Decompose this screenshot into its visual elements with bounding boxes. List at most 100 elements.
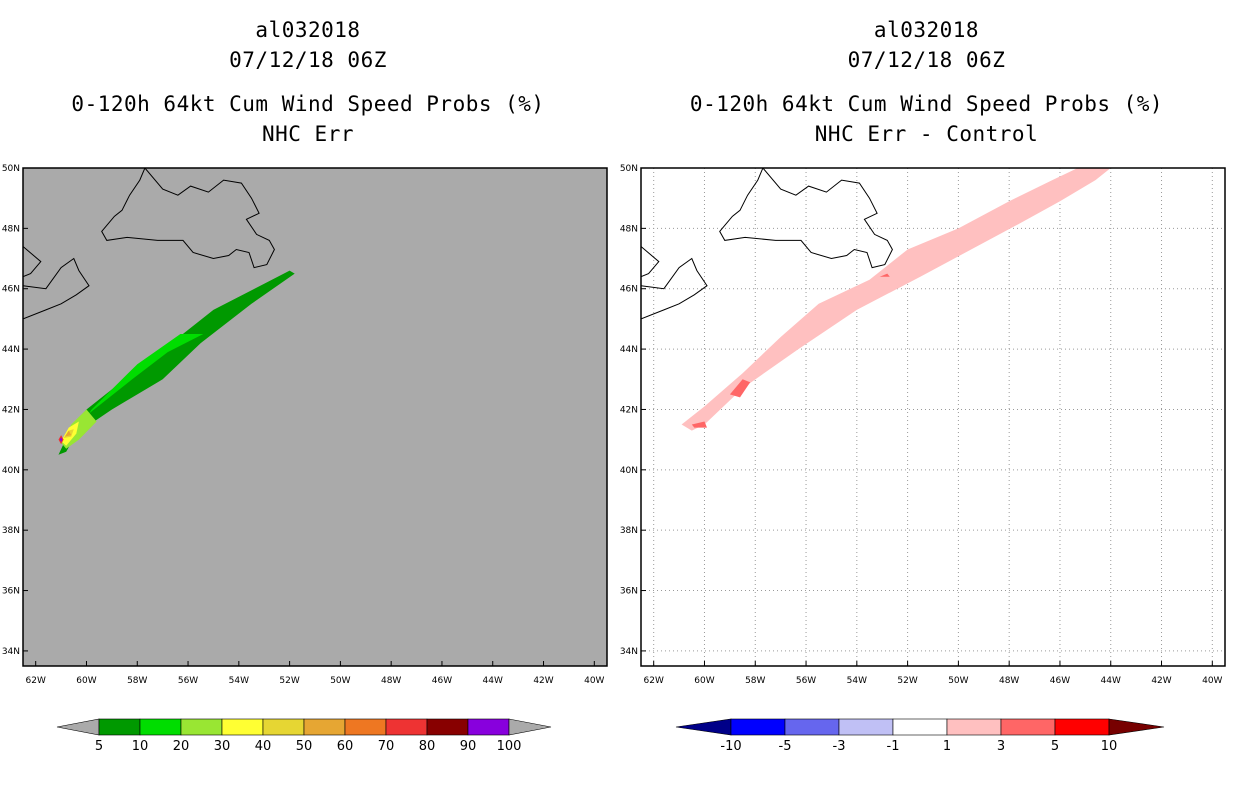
colorbar-segment: [1054, 718, 1110, 736]
y-tick-label: 36N: [2, 587, 20, 597]
right-colorbar: -10 -5 -3 -1 1 3 5 10: [675, 718, 1165, 754]
left-colorbar: 5 10 20 30 40 50 60 70 80 90 100: [56, 718, 552, 754]
colorbar-label: 40: [255, 739, 272, 754]
right-chart-title: 0-120h 64kt Cum Wind Speed Probs (%): [689, 92, 1164, 116]
y-tick-label: 42N: [2, 405, 20, 415]
x-tick-label: 52W: [279, 676, 299, 686]
colorbar-segment: [385, 718, 428, 736]
y-tick-label: 50N: [620, 164, 638, 174]
colorbar-segment: [730, 718, 786, 736]
x-tick-label: 42W: [533, 676, 553, 686]
right-map-panel: 62W 60W 58W 56W 54W 52W 50W 48W 46W 44W 42W 40W 34N 3…: [620, 164, 1226, 686]
contour-region-1: [681, 168, 1111, 431]
y-tick-label: 38N: [620, 526, 638, 536]
colorbar-label: 90: [460, 739, 477, 754]
x-tick-label: 60W: [76, 676, 96, 686]
colorbar-segment: [1000, 718, 1056, 736]
colorbar-segment: [98, 718, 141, 736]
right-storm-id: al032018: [873, 18, 980, 42]
colorbar-label: 3: [997, 739, 1005, 754]
right-chart-subtitle: NHC Err - Control: [814, 122, 1039, 146]
y-tick-label: 38N: [2, 526, 20, 536]
right-date: 07/12/18 06Z: [847, 48, 1006, 72]
colorbar-label: 5: [95, 739, 103, 754]
colorbar-label: 10: [132, 739, 149, 754]
x-tick-label: 56W: [178, 676, 198, 686]
y-tick-label: 34N: [620, 647, 638, 657]
colorbar-label: 10: [1101, 739, 1118, 754]
x-tick-label: 44W: [1101, 676, 1121, 686]
x-tick-label: 46W: [432, 676, 452, 686]
x-tick-label: 40W: [584, 676, 604, 686]
x-tick-label: 58W: [745, 676, 765, 686]
coastline: [719, 168, 893, 269]
colorbar-label: 60: [337, 739, 354, 754]
x-tick-label: 50W: [330, 676, 350, 686]
colorbar-label: -5: [779, 739, 792, 754]
y-tick-label: 46N: [620, 285, 638, 295]
colorbar-label: -10: [720, 739, 741, 754]
colorbar-segment: [303, 718, 346, 736]
left-chart-title: 0-120h 64kt Cum Wind Speed Probs (%): [71, 92, 545, 116]
contour-region-5: [58, 270, 295, 455]
colorbar-segment: [180, 718, 223, 736]
colorbar-segment: [467, 718, 510, 736]
colorbar-segment: [946, 718, 1002, 736]
left-map-panel: 62W 60W 58W 56W 54W 52W 50W 48W 46W 44W 42W 40W 34N 3…: [2, 164, 608, 686]
x-tick-label: 62W: [644, 676, 664, 686]
x-tick-label: 56W: [796, 676, 816, 686]
x-tick-label: 54W: [847, 676, 867, 686]
contour-region-3: [729, 379, 751, 398]
y-tick-label: 40N: [2, 466, 20, 476]
y-tick-label: 44N: [620, 345, 638, 355]
right-title-block: al032018 07/12/18 06Z 0-120h 64kt Cum Wi…: [641, 15, 1212, 149]
colorbar-right-arrow: [1108, 718, 1165, 736]
coastline: [641, 257, 708, 320]
x-tick-label: 44W: [483, 676, 503, 686]
coastline: [101, 168, 275, 269]
map-content: [23, 168, 295, 455]
map-frame: [22, 167, 608, 667]
left-chart-subtitle: NHC Err: [261, 122, 354, 146]
x-tick-label: 48W: [381, 676, 401, 686]
y-tick-label: 36N: [620, 587, 638, 597]
colorbar-segment: [139, 718, 182, 736]
colorbar-label: 1: [943, 739, 951, 754]
x-tick-label: 50W: [948, 676, 968, 686]
colorbar-label: 30: [214, 739, 231, 754]
colorbar-label: -3: [833, 739, 846, 754]
y-tick-label: 46N: [2, 285, 20, 295]
x-tick-label: 42W: [1151, 676, 1171, 686]
x-tick-label: 62W: [26, 676, 46, 686]
contour-region-3: [879, 273, 890, 277]
colorbar-label: -1: [887, 739, 900, 754]
y-tick-label: 44N: [2, 345, 20, 355]
colorbar-right-arrow: [508, 718, 552, 736]
colorbar-segment: [426, 718, 469, 736]
left-date: 07/12/18 06Z: [229, 48, 387, 72]
x-tick-label: 54W: [229, 676, 249, 686]
coastline: [23, 257, 90, 320]
map-content: [641, 168, 1225, 666]
left-storm-id: al032018: [255, 18, 361, 42]
x-tick-label: 58W: [127, 676, 147, 686]
colorbar-segment: [344, 718, 387, 736]
x-tick-label: 40W: [1202, 676, 1222, 686]
contour-region-90: [59, 437, 63, 443]
colorbar-left-arrow: [56, 718, 100, 736]
map-background: [23, 168, 607, 666]
colorbar-segment: [838, 718, 894, 736]
y-tick-label: 42N: [620, 405, 638, 415]
colorbar-segment: [784, 718, 840, 736]
colorbar-label: 80: [419, 739, 436, 754]
colorbar-left-arrow: [675, 718, 732, 736]
y-tick-label: 40N: [620, 466, 638, 476]
y-tick-label: 48N: [620, 224, 638, 234]
contour-region-50: [64, 430, 72, 437]
y-tick-label: 34N: [2, 647, 20, 657]
colorbar-label: 70: [378, 739, 395, 754]
map-frame: [640, 167, 1226, 667]
coastline: [641, 246, 660, 278]
colorbar-label: 5: [1051, 739, 1059, 754]
